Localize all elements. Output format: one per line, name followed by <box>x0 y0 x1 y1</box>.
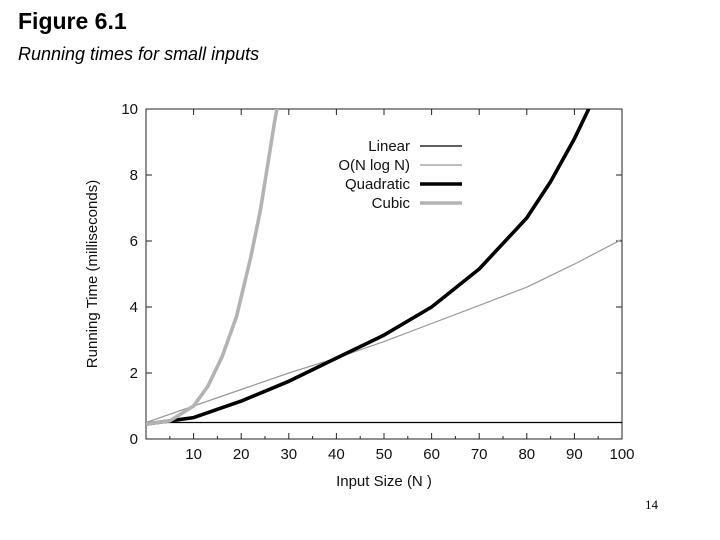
x-tick-label: 30 <box>280 446 297 463</box>
legend-label: Cubic <box>372 195 411 212</box>
x-tick-label: 50 <box>376 446 393 463</box>
legend-label: Quadratic <box>345 176 411 193</box>
x-tick-label: 70 <box>471 446 488 463</box>
x-tick-label: 60 <box>423 446 440 463</box>
x-tick-label: 20 <box>233 446 250 463</box>
figure-subtitle: Running times for small inputs <box>18 44 260 64</box>
y-tick-label: 10 <box>121 101 138 118</box>
y-axis-label: Running Time (milliseconds) <box>84 180 101 368</box>
y-tick-label: 2 <box>130 365 138 382</box>
y-tick-label: 0 <box>130 431 138 448</box>
legend-label: O(N log N) <box>338 157 410 174</box>
y-tick-label: 8 <box>130 167 138 184</box>
x-axis-label: Input Size (N ) <box>336 473 432 490</box>
x-tick-label: 100 <box>609 446 634 463</box>
x-tick-label: 40 <box>328 446 345 463</box>
series-line-quadratic <box>146 109 591 426</box>
figure-title: Figure 6.1 <box>18 8 127 34</box>
x-tick-label: 90 <box>566 446 583 463</box>
x-tick-label: 10 <box>185 446 202 463</box>
legend: Linear O(N log N) Quadratic Cubic <box>338 138 462 212</box>
series-line-o-n-log-n <box>146 238 622 424</box>
series-line-cubic <box>146 109 279 426</box>
axes: 10 20 30 40 50 60 70 80 90 100 0 2 4 6 8 10 Input Size (… <box>84 101 635 490</box>
page-number: 14 <box>645 497 658 512</box>
y-tick-label: 4 <box>130 299 138 316</box>
legend-label: Linear <box>368 138 410 155</box>
series-lines <box>146 109 622 426</box>
x-tick-label: 80 <box>518 446 535 463</box>
y-tick-label: 6 <box>130 233 138 250</box>
